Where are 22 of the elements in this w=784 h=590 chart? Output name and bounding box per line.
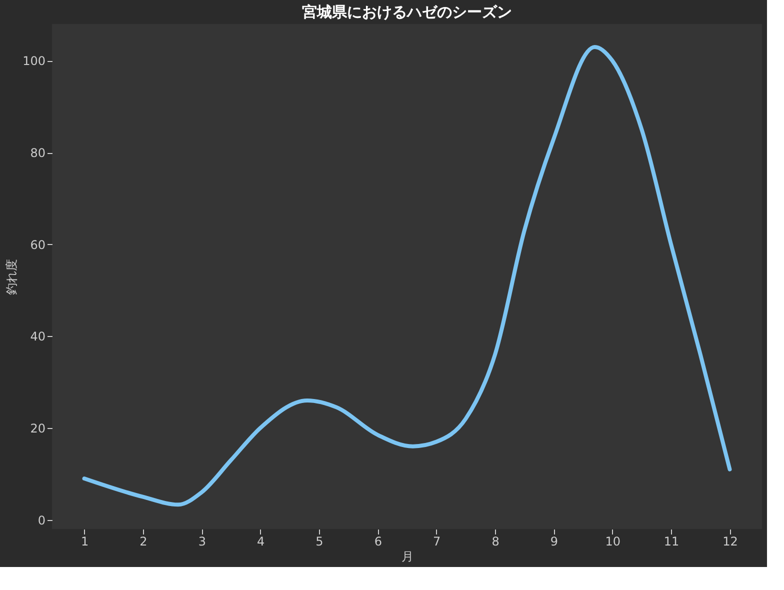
y-axis-title: 釣れ度 (4, 259, 19, 295)
chart-title: 宮城県におけるハゼのシーズン (302, 3, 512, 21)
x-tick-label: 2 (140, 534, 148, 548)
x-tick-label: 5 (316, 534, 324, 548)
y-tick-label: 40 (30, 330, 46, 344)
x-tick-label: 4 (256, 534, 265, 548)
y-tick-label: 100 (22, 54, 46, 68)
x-tick-label: 3 (198, 534, 206, 548)
y-tick-label: 60 (30, 238, 46, 252)
x-tick-label: 12 (722, 534, 738, 548)
x-tick-label: 10 (605, 534, 621, 548)
x-tick-label: 9 (550, 534, 558, 548)
y-tick-label: 80 (30, 146, 46, 160)
x-tick-label: 1 (80, 534, 89, 548)
x-tick-label: 7 (433, 534, 441, 548)
line-series (82, 44, 732, 507)
y-tick-label: 0 (38, 513, 46, 528)
x-tick-label: 11 (664, 534, 680, 548)
x-tick-label: 6 (374, 534, 382, 548)
x-tick-label: 8 (492, 534, 500, 548)
y-tick-label: 20 (30, 422, 46, 436)
x-axis-title: 月 (402, 550, 414, 564)
